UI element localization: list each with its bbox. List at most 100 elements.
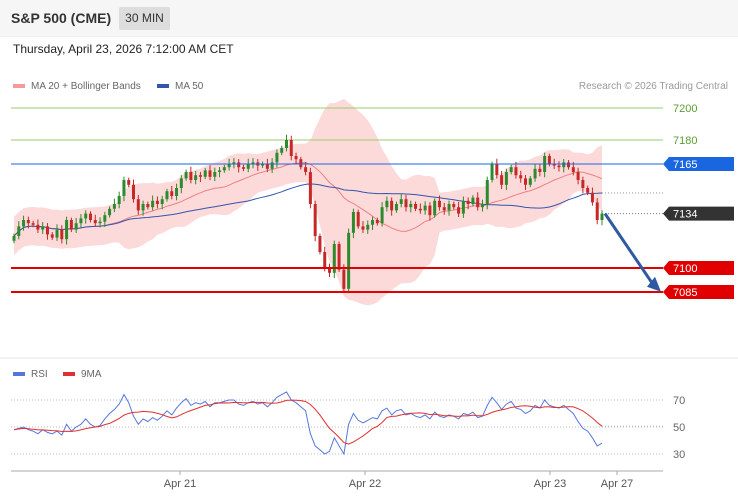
candle-body [500,175,504,185]
candle-body [103,215,107,222]
candle-body [595,202,599,220]
candle-body [179,178,183,188]
legend-ma50-label: MA 50 [175,81,204,92]
candle-body [45,226,49,235]
candle-body [194,175,198,180]
candle-body [571,167,575,172]
candle-body [590,192,594,203]
level-label-7180: 7180 [673,135,697,147]
candle-body [442,207,446,211]
candle-body [165,191,169,200]
candle-body [93,220,97,224]
candle-body [112,204,116,209]
candle-body [203,170,207,177]
candle-body [170,191,174,196]
candle-body [241,167,245,169]
candle-body [60,229,64,240]
candle-body [289,140,293,156]
candle-body [41,226,45,230]
candle-body [356,212,360,227]
candle-body [428,205,432,216]
header-bar: S&P 500 (CME) 30 MIN [0,0,738,37]
candle-body [237,162,241,168]
candle-body [189,172,193,180]
candle-body [581,180,585,188]
candle-body [390,200,394,211]
x-tick-label-apr-27: Apr 27 [601,478,633,490]
candle-body [26,220,30,224]
candle-body [88,213,92,220]
candle-body [31,223,35,225]
x-tick-label-apr-21: Apr 21 [164,478,196,490]
rsi-scale-label-50: 50 [673,422,685,434]
candle-body [84,213,88,219]
candle-body [36,224,40,230]
candle-body [22,220,26,227]
target-arrow-shaft [603,212,658,290]
price-tag-7134 [663,206,734,221]
candle-body [251,162,255,164]
candle-body [495,164,499,176]
candle-body [175,188,179,196]
candle-body [466,200,470,204]
candle-body [514,167,518,176]
candle-body [155,200,159,204]
candle-body [323,252,327,268]
candle-body [433,200,437,216]
candle-body [246,164,250,169]
rsi-line [13,391,603,456]
candle-body [208,170,212,177]
candle-body [136,199,140,211]
candle-body [146,204,150,208]
candle-body [198,175,202,177]
candle-body [117,196,121,204]
rsi-ma-line [13,399,603,445]
candle-body [50,234,54,238]
candle-body [280,148,284,153]
target-arrow-head [647,276,661,292]
candle-body [12,236,16,241]
candle-body [17,226,21,236]
candle-body [127,180,131,185]
candle-body [557,165,561,168]
candle-body [586,188,590,193]
candle-body [265,164,269,169]
candle-body [227,164,231,168]
candle-body [524,178,528,185]
candle-body [538,168,542,172]
candle-body [519,175,523,179]
candle-body [485,180,489,204]
ma9-swatch [63,372,75,377]
candle-body [375,220,379,224]
timeframe-badge[interactable]: 30 MIN [119,7,170,30]
candle-body [476,197,480,208]
candle-body [385,200,389,208]
candle-body [528,178,532,185]
candle-body [423,205,427,211]
legend-ma50: MA 50 [157,81,203,92]
candle-body [409,204,413,208]
x-tick-label-apr-23: Apr 23 [534,478,566,490]
candle-body [213,172,217,177]
candle-body [504,172,508,185]
candle-body [414,204,418,209]
candle-body [98,221,102,224]
legend-ma9: 9MA [63,369,102,380]
candle-body [65,220,69,240]
candle-body [337,244,341,270]
candle-body [480,204,484,208]
candle-body [69,220,73,230]
candle-body [533,168,537,179]
price-tag-label-7085: 7085 [673,287,697,299]
candle-body [141,204,145,211]
candle-body [366,224,370,230]
x-tick-label-apr-22: Apr 22 [349,478,381,490]
candle-body [160,199,164,204]
candle-body [342,269,346,289]
candle-body [461,200,465,214]
candle-body [332,244,336,273]
candle-body [457,207,461,214]
price-tag-label-7134: 7134 [673,209,697,221]
legend-ma20: MA 20 + Bollinger Bands [13,81,141,92]
